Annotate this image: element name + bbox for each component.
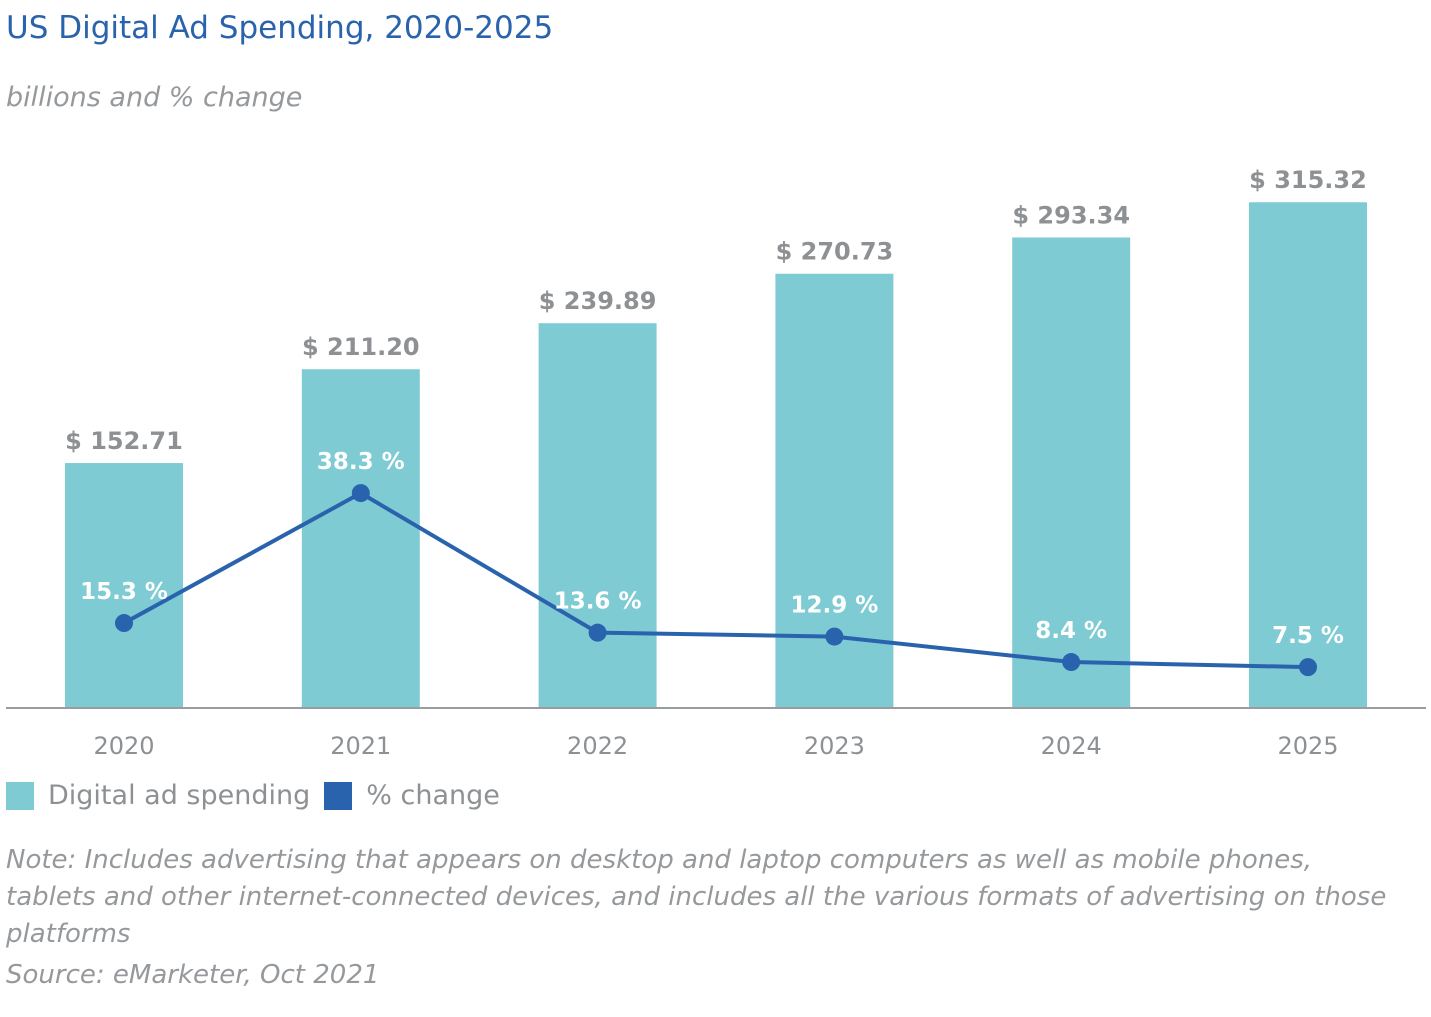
chart-title: US Digital Ad Spending, 2020-2025 [6,10,554,46]
pct-label: 13.6 % [554,589,642,615]
legend: Digital ad spending % change [6,780,514,811]
bar-2025 [1249,202,1367,708]
bar-value-label: $ 211.20 [302,333,420,361]
x-tick-label: 2024 [1041,732,1102,760]
pct-point-2025 [1299,658,1317,677]
legend-label-change: % change [366,780,500,811]
legend-item-spending: Digital ad spending [6,780,310,811]
pct-label: 8.4 % [1035,618,1107,644]
x-tick-label: 2025 [1277,732,1338,760]
bar-2021 [301,369,420,708]
bar-value-label: $ 270.73 [776,238,894,266]
bar-2022 [538,323,657,708]
pct-label: 38.3 % [317,449,405,475]
chart-source: Source: eMarketer, Oct 2021 [6,960,380,990]
pct-point-2022 [588,623,607,642]
pct-point-2024 [1062,653,1081,672]
x-tick-label: 2023 [804,732,865,760]
pct-label: 7.5 % [1272,623,1344,649]
chart-note: Note: Includes advertising that appears … [6,845,1387,949]
legend-item-change: % change [324,780,500,811]
pct-point-2020 [115,614,133,633]
x-tick-label: 2022 [567,732,628,760]
pct-point-2023 [825,627,844,646]
x-tick-label: 2021 [330,732,391,760]
chart-plot: $ 152.71 2020 $ 211.20 2021 $ 239.89 2022 $ 27… [6,166,1426,760]
bar-value-label: $ 152.71 [65,427,183,455]
bar-value-label: $ 239.89 [539,287,657,315]
bar-2020 [65,463,183,708]
pct-label: 12.9 % [790,593,878,619]
pct-label: 15.3 % [80,579,168,605]
bar-2024 [1012,237,1131,708]
legend-swatch-change [324,781,353,810]
pct-change-line [123,490,1309,670]
legend-swatch-spending [6,781,34,810]
bar-value-label: $ 315.32 [1249,166,1367,194]
chart-subtitle: billions and % change [6,82,303,113]
bar-value-label: $ 293.34 [1012,201,1130,229]
x-tick-label: 2020 [93,732,154,760]
pct-point-2021 [351,484,370,503]
legend-label-spending: Digital ad spending [48,780,311,811]
